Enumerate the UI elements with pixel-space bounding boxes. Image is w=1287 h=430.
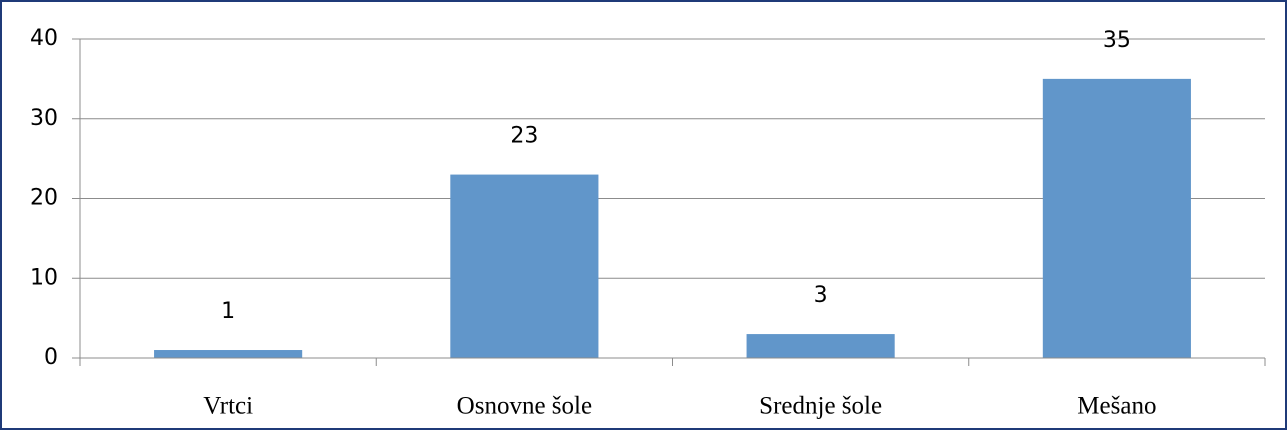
y-tick-label: 20 (30, 186, 58, 211)
x-tick-label: Vrtci (203, 393, 253, 420)
y-tick-label: 40 (30, 26, 58, 51)
y-tick-label: 10 (30, 265, 58, 290)
data-label: 35 (1103, 28, 1131, 53)
bar (746, 334, 895, 358)
data-label: 1 (221, 299, 235, 324)
bar (1042, 78, 1191, 358)
y-tick-label: 30 (30, 106, 58, 131)
x-tick-label: Osnovne šole (457, 393, 592, 420)
data-label: 3 (814, 283, 828, 308)
x-tick-label: Srednje šole (759, 393, 882, 420)
bar (154, 350, 303, 358)
bar (450, 174, 599, 358)
x-tick-label: Mešano (1077, 393, 1156, 420)
y-tick-label: 0 (44, 345, 58, 370)
data-label: 23 (510, 124, 538, 149)
